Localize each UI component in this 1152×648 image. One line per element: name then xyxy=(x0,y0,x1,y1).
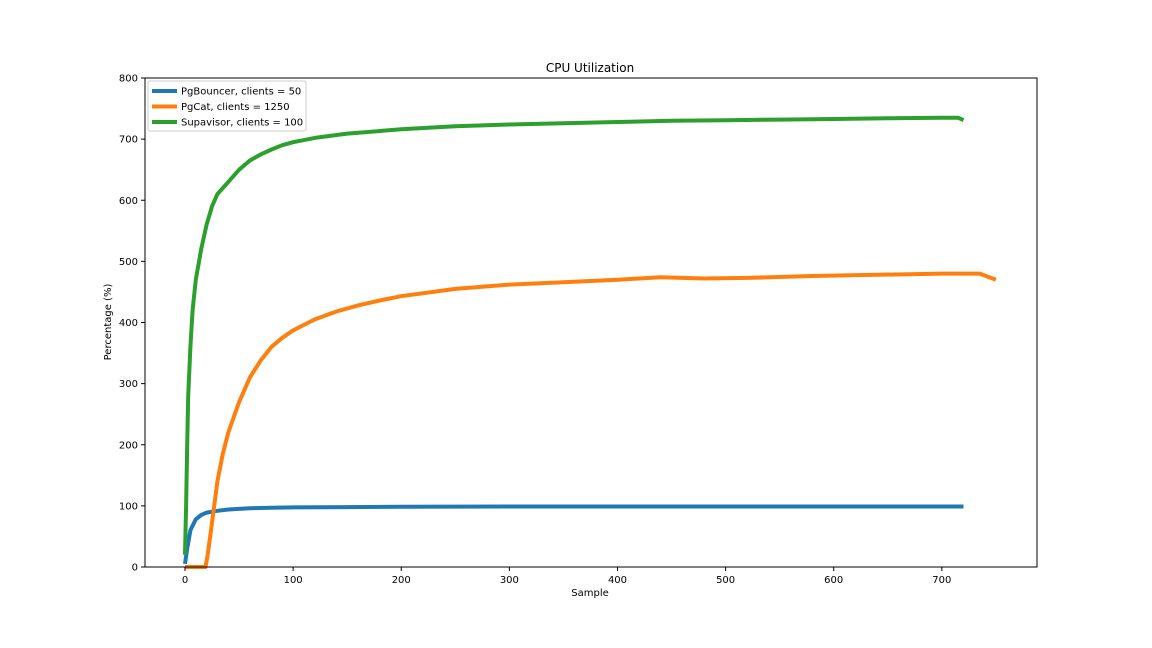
y-axis-label: Percentage (%) xyxy=(103,284,114,361)
legend: PgBouncer, clients = 50 PgCat, clients = … xyxy=(147,80,307,132)
y-tick-label: 0 xyxy=(132,563,138,574)
y-tick-label: 300 xyxy=(119,379,138,390)
x-tick-label: 0 xyxy=(182,575,188,586)
y-tick-label: 400 xyxy=(119,318,138,329)
x-tick-label: 400 xyxy=(608,575,627,586)
series-layer xyxy=(183,115,997,569)
chart-title: CPU Utilization xyxy=(546,61,634,75)
legend-label: PgBouncer, clients = 50 xyxy=(181,87,301,98)
y-tick-label: 500 xyxy=(119,257,138,268)
y-tick-label: 100 xyxy=(119,501,138,512)
x-axis-ticks: 0 100 200 300 400 500 600 700 xyxy=(182,567,951,586)
x-axis-label: Sample xyxy=(571,588,609,599)
legend-box xyxy=(147,80,307,132)
x-tick-label: 300 xyxy=(500,575,519,586)
x-tick-label: 100 xyxy=(284,575,303,586)
series-line-1 xyxy=(183,504,964,565)
x-tick-label: 500 xyxy=(716,575,735,586)
series-line-3 xyxy=(183,115,965,555)
y-tick-label: 800 xyxy=(119,74,138,85)
y-tick-label: 200 xyxy=(119,440,138,451)
legend-label: Supavisor, clients = 100 xyxy=(181,118,303,129)
legend-label: PgCat, clients = 1250 xyxy=(181,102,290,113)
x-tick-label: 200 xyxy=(392,575,411,586)
x-tick-label: 700 xyxy=(932,575,951,586)
x-tick-label: 600 xyxy=(824,575,843,586)
y-tick-label: 700 xyxy=(119,135,138,146)
y-axis-ticks: 0 100 200 300 400 500 600 700 800 xyxy=(119,74,145,574)
y-tick-label: 600 xyxy=(119,196,138,207)
series-line-2 xyxy=(185,271,997,569)
